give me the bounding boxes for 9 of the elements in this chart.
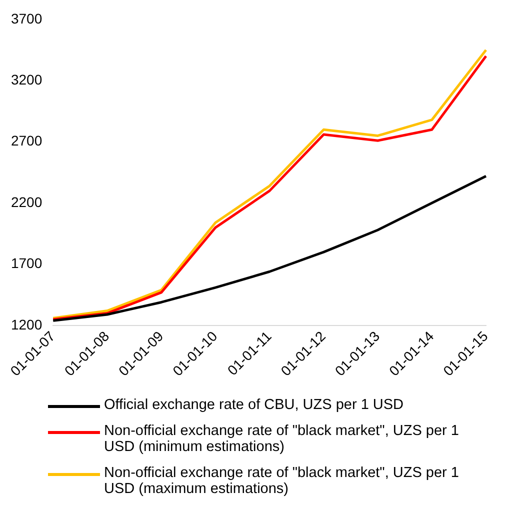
legend-label: Non-official exchange rate of "black market", UZS per 1 USD (minimum estimations) bbox=[104, 423, 460, 455]
legend-label: Non-official exchange rate of "black market", UZS per 1 USD (maximum estimations) bbox=[104, 465, 460, 497]
y-tick-label: 2700 bbox=[10, 132, 42, 149]
y-tick-label: 2200 bbox=[10, 194, 42, 210]
y-tick-label: 3700 bbox=[10, 10, 42, 26]
y-tick-label: 1700 bbox=[10, 255, 42, 272]
y-tick-label: 3200 bbox=[10, 71, 42, 88]
y-tick-label: 1200 bbox=[10, 316, 42, 332]
legend-label: Official exchange rate of CBU, UZS per 1 USD bbox=[104, 397, 404, 413]
